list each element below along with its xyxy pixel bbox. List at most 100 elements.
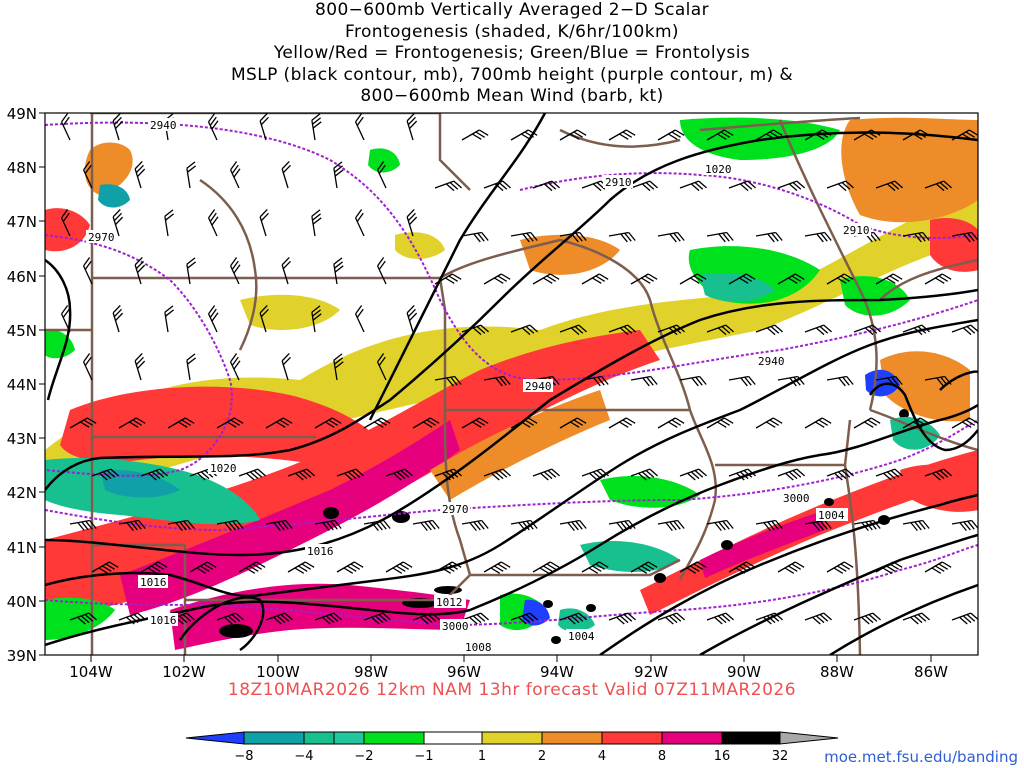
wind-barb [186,353,197,381]
wind-barb [385,468,413,481]
wind-barb [777,468,805,481]
wind-barb [336,561,364,574]
lat-axis-labels: 49N 48N 47N 46N 45N 44N 43N 42N 41N 40N … [7,105,37,665]
credit-link[interactable]: moe.met.fsu.edu/banding [824,748,1018,766]
wind-barb [376,257,387,285]
wind-barb [207,209,219,237]
wind-barb [60,305,71,333]
wind-barb [853,324,881,336]
lat-label: 39N [7,647,37,665]
wind-barb [559,129,587,141]
wind-barb [376,353,387,381]
wind-barb [728,273,756,285]
wind-barb [60,113,71,141]
wind-barb [238,468,266,481]
wind-barb [755,612,783,625]
wind-barb [559,231,587,243]
wind-barb [406,113,418,141]
mslp-label: 1016 [150,614,177,627]
lat-label: 45N [7,322,37,340]
wind-barb [902,417,930,429]
wind-barb [333,257,344,285]
wind-barb [483,180,511,192]
wind-barb [608,612,636,625]
wind-barb [69,612,97,625]
wind-barb [706,324,734,336]
wind-barb [164,209,175,237]
wind-barb [510,417,538,429]
wind-barb [483,375,511,387]
wind-barb [924,273,952,285]
wind-barb [134,161,146,189]
lat-label: 44N [7,376,37,394]
wind-barb [608,324,636,336]
wind-barb [581,468,609,481]
wind-barbs [60,113,978,625]
colorbar-swatch [661,731,723,745]
wind-barb [354,305,365,333]
wind-barb [875,561,903,574]
wind-barb [951,612,978,625]
wind-barb [281,161,291,189]
title-line-4: MSLP (black contour, mb), 700mb height (… [230,64,794,85]
mslp-label: 1004 [568,630,595,643]
colorbar-tick-label: −4 [294,749,313,764]
wind-barb [82,257,93,285]
wind-barb [902,231,930,243]
wind-barb [69,519,97,532]
wind-barb [728,468,756,481]
wind-barb [804,417,832,429]
wind-barb [951,324,978,336]
wind-barb [207,305,219,333]
wind-barb [510,612,538,625]
mslp-label: 1008 [465,641,492,654]
wind-barb [630,375,658,387]
wind-barb [287,561,315,574]
wind-barb [875,180,903,192]
wind-barb [510,324,538,336]
wind-barb [412,519,440,532]
wind-barb [679,180,707,192]
wind-barb [314,519,342,532]
lat-label: 47N [7,213,37,231]
colorbar-swatch [721,731,781,745]
wind-barb [902,519,930,532]
wind-barb [412,417,440,429]
wind-barb [314,417,342,429]
wind-barb [755,324,783,336]
wind-barb [902,324,930,336]
lon-label: 100W [256,663,300,681]
title-line-5: 800−600mb Mean Wind (barb, kt) [360,86,664,106]
wind-barb [657,129,685,141]
wind-barb [311,305,322,333]
wind-barb [134,257,146,285]
height-label: 2940 [525,380,552,393]
wind-barb [189,561,217,574]
wind-barb [216,417,244,429]
wind-barb [706,417,734,429]
wind-barb [461,231,489,243]
mslp-label: 1012 [436,596,463,609]
wind-barb [679,561,707,574]
lat-label: 41N [7,539,37,557]
wind-barb [91,561,119,574]
mslp-isobars [45,113,978,655]
wind-barb [140,468,168,481]
wind-barb [376,161,387,189]
wind-barb [875,273,903,285]
wind-barb [679,375,707,387]
colorbar-tick-label: −1 [414,749,433,764]
colorbar: −8 −4 −2 −1 1 2 4 8 16 32 [185,731,839,764]
wind-barb [363,612,391,625]
lon-label: 92W [634,663,668,681]
height-label: 3000 [442,620,469,633]
wind-barb [134,353,146,381]
wind-barb [924,375,952,387]
wind-barb [630,180,658,192]
wind-barb [826,180,854,192]
colorbar-tick-label: 2 [538,749,546,764]
wind-barb [951,129,978,141]
wind-barb [311,209,322,237]
colorbar-tick-label: 8 [658,749,666,764]
